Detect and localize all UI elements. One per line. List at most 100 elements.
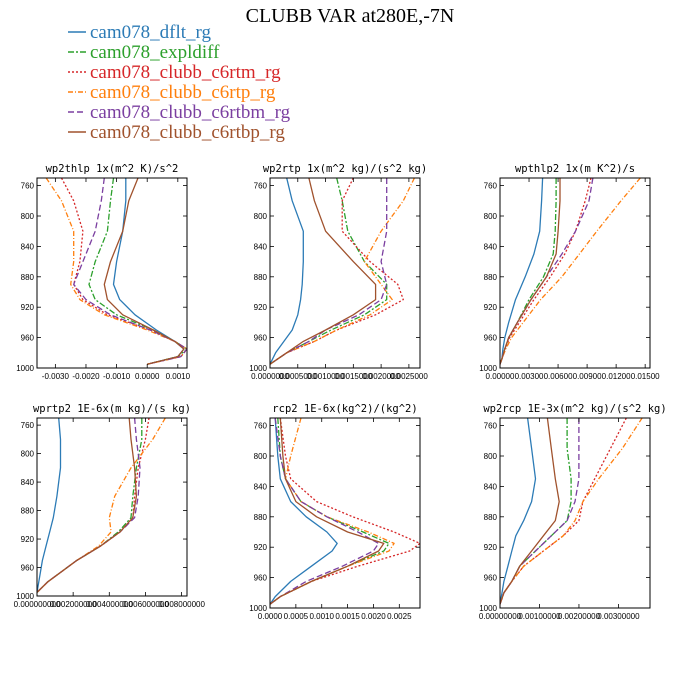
series-line-cam078_dflt_rg: [500, 178, 544, 365]
y-tick-label: 960: [21, 334, 35, 343]
x-tick-label: 0.0010: [309, 612, 334, 621]
series-line-cam078_clubb_c6rtm_rg: [500, 178, 592, 365]
x-tick-label: 0.00200000: [558, 612, 601, 621]
panel-6: wp2rcp 1E-3x(m^2 kg)/(s^2 kg) 760 800 840 88…: [479, 403, 667, 621]
x-tick-label: 0.004000000: [86, 600, 133, 609]
y-tick-label: 920: [21, 303, 35, 312]
x-tick-label: 0.00000000: [479, 612, 522, 621]
y-tick-label: 920: [254, 303, 268, 312]
y-tick-label: 1000: [249, 364, 267, 373]
series-line-cam078_clubb_c6rtp_rg: [500, 178, 641, 365]
x-tick-label: 0.0010: [166, 372, 191, 381]
series-line-cam078_expldiff: [37, 418, 143, 593]
plot-frame: [499, 177, 651, 369]
y-tick-label: 1000: [249, 604, 267, 613]
series-line-cam078_dflt_rg: [112, 178, 185, 365]
x-tick-label: 0.00300000: [597, 612, 640, 621]
series-line-cam078_clubb_c6rtp_rg: [270, 178, 415, 365]
panel-title: wp2thlp 1x(m^2 K)/s^2: [46, 163, 179, 175]
x-tick-label: 0.01200: [602, 372, 631, 381]
y-tick-label: 840: [484, 482, 498, 491]
panel-4: wprtp2 1E-6x(m kg)/(s kg) 760 800 840 880 920…: [14, 403, 206, 609]
y-tick-label: 960: [254, 574, 268, 583]
y-tick-label: 960: [254, 334, 268, 343]
y-tick-label: 880: [484, 513, 498, 522]
legend-label: cam078_clubb_c6rtbp_rg: [90, 122, 285, 143]
x-tick-label: 0.0020000: [362, 372, 400, 381]
y-tick-label: 880: [21, 507, 35, 516]
series-group: [500, 178, 641, 365]
x-tick-label: 0.01500: [631, 372, 660, 381]
x-tick-label: 0.0015000: [334, 372, 372, 381]
series-line-cam078_expldiff: [500, 418, 572, 605]
y-tick-label: 800: [21, 212, 35, 221]
y-tick-label: 1000: [479, 364, 497, 373]
x-tick-label: 0.00000: [486, 372, 515, 381]
x-tick-label: 0.0015: [335, 612, 360, 621]
x-tick-label: 0.006000000: [122, 600, 169, 609]
series-line-cam078_clubb_c6rtbp_rg: [37, 418, 138, 593]
legend-item: cam078_clubb_c6rtp_rg: [68, 82, 276, 103]
panel-title: wp2rcp 1E-3x(m^2 kg)/(s^2 kg): [483, 403, 666, 415]
series-line-cam078_clubb_c6rtbp_rg: [103, 178, 185, 365]
series-group: [45, 178, 187, 365]
panels: wp2thlp 1x(m^2 K)/s^2 760 800 840 880 920 960 1…: [14, 163, 667, 621]
series-line-cam078_expldiff: [270, 178, 388, 365]
series-line-cam078_clubb_c6rtm_rg: [500, 418, 627, 605]
y-tick-label: 880: [254, 273, 268, 282]
x-tick-label: 0.000000000: [14, 600, 61, 609]
series-group: [270, 418, 420, 605]
legend-item: cam078_clubb_c6rtbp_rg: [68, 122, 285, 143]
x-tick-label: 0.00900: [573, 372, 602, 381]
panel-title: wp2rtp 1x(m^2 kg)/(s^2 kg): [263, 163, 427, 175]
series-line-cam078_dflt_rg: [37, 418, 62, 593]
series-line-cam078_clubb_c6rtbp_rg: [270, 178, 377, 365]
y-tick-label: 920: [484, 543, 498, 552]
x-tick-label: 0.008000000: [158, 600, 205, 609]
legend-item: cam078_dflt_rg: [68, 22, 212, 43]
legend-item: cam078_clubb_c6rtm_rg: [68, 62, 281, 83]
y-tick-label: 880: [254, 513, 268, 522]
plot-frame: [499, 417, 651, 609]
x-tick-label: 0.0020: [361, 612, 386, 621]
y-tick-label: 1000: [479, 604, 497, 613]
series-line-cam078_clubb_c6rtbm_rg: [37, 418, 141, 593]
series-line-cam078_clubb_c6rtbp_rg: [500, 418, 560, 605]
legend-item: cam078_expldiff: [68, 42, 220, 63]
y-tick-label: 800: [484, 452, 498, 461]
x-tick-label: 0.0000: [135, 372, 160, 381]
y-tick-label: 760: [254, 182, 268, 191]
legend-label: cam078_expldiff: [90, 42, 220, 63]
figure-title: CLUBB VAR at280E,-7N: [246, 5, 455, 27]
panel-5: rcp2 1E-6x(kg^2)/(kg^2) 760 800 840 880 920 96…: [249, 403, 421, 621]
x-tick-label: 0.00100000: [518, 612, 561, 621]
y-tick-label: 840: [254, 482, 268, 491]
plot-frame: [269, 177, 421, 369]
x-tick-label: 0.0010000: [307, 372, 345, 381]
y-tick-label: 760: [21, 421, 35, 430]
y-tick-label: 1000: [16, 364, 34, 373]
y-tick-label: 800: [484, 212, 498, 221]
series-line-cam078_expldiff: [270, 418, 390, 605]
x-tick-label: -0.0030: [42, 372, 70, 381]
y-tick-label: 800: [254, 452, 268, 461]
legend-label: cam078_dflt_rg: [90, 22, 212, 43]
y-tick-label: 840: [21, 478, 35, 487]
series-line-cam078_clubb_c6rtp_rg: [500, 418, 643, 605]
y-tick-label: 880: [21, 273, 35, 282]
legend-label: cam078_clubb_c6rtm_rg: [90, 62, 281, 83]
series-line-cam078_clubb_c6rtm_rg: [60, 178, 187, 365]
series-line-cam078_clubb_c6rtbp_rg: [500, 178, 561, 365]
x-tick-label: 0.00600: [544, 372, 573, 381]
x-tick-label: -0.0010: [103, 372, 131, 381]
plot-frame: [36, 177, 188, 369]
panel-title: wprtp2 1E-6x(m kg)/(s kg): [33, 403, 191, 415]
y-tick-label: 800: [21, 450, 35, 459]
y-tick-label: 840: [21, 242, 35, 251]
y-tick-label: 960: [21, 564, 35, 573]
x-tick-label: 0.0025000: [390, 372, 428, 381]
legend-item: cam078_clubb_c6rtbm_rg: [68, 102, 291, 123]
series-group: [37, 418, 166, 593]
series-line-cam078_expldiff: [88, 178, 187, 365]
y-tick-label: 880: [484, 273, 498, 282]
